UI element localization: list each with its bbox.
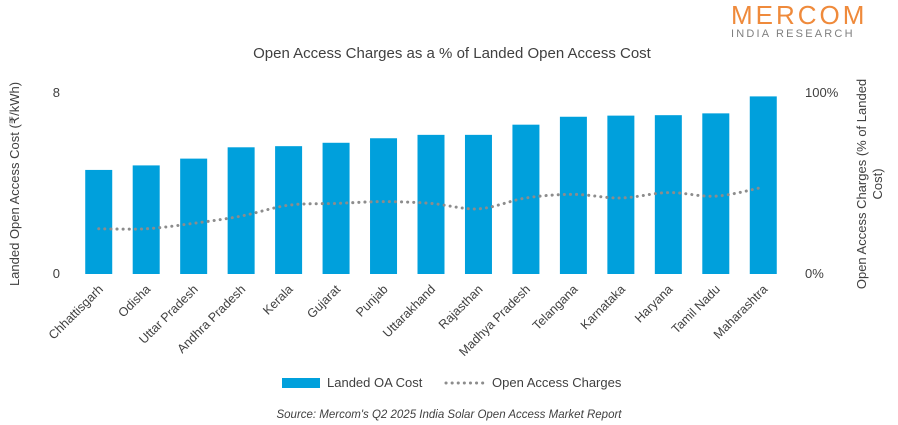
x-tick-label: Karnataka bbox=[578, 282, 628, 332]
x-tick-label: Gujarat bbox=[304, 282, 343, 321]
bar bbox=[180, 158, 208, 274]
bar bbox=[227, 147, 255, 274]
bar bbox=[464, 134, 492, 274]
x-tick-label: Punjab bbox=[353, 282, 390, 319]
logo-tagline: INDIA RESEARCH bbox=[731, 28, 855, 40]
y-tick-label: 0 bbox=[53, 266, 60, 281]
bar bbox=[607, 115, 635, 274]
bar bbox=[275, 146, 303, 274]
x-tick-label: Kerala bbox=[260, 282, 295, 317]
bar bbox=[654, 115, 682, 274]
source-note: Source: Mercom's Q2 2025 India Solar Ope… bbox=[276, 409, 622, 421]
bar bbox=[749, 96, 777, 274]
y2-tick-label: 0% bbox=[805, 266, 824, 281]
x-tick-label: Telangana bbox=[530, 282, 581, 333]
bar bbox=[702, 113, 730, 274]
logo-wordmark: MERCOM bbox=[731, 0, 868, 30]
bar bbox=[370, 138, 398, 274]
bar bbox=[132, 165, 160, 274]
y-axis-title: Landed Open Access Cost (₹/kWh) bbox=[7, 82, 22, 286]
legend-swatch-bar bbox=[282, 378, 320, 388]
x-tick-label: Chhattisgarh bbox=[46, 282, 106, 342]
x-tick-label: Odisha bbox=[115, 282, 153, 320]
bar bbox=[322, 142, 350, 274]
x-tick-label: Haryana bbox=[632, 282, 675, 325]
legend-label: Landed OA Cost bbox=[327, 375, 423, 390]
legend-label: Open Access Charges bbox=[492, 375, 622, 390]
bar bbox=[85, 169, 113, 274]
x-tick-label: Rajasthan bbox=[436, 282, 486, 332]
y2-axis-title-line-2: Cost) bbox=[870, 168, 885, 199]
y2-axis-title-line-1: Open Access Charges (% of Landed bbox=[854, 79, 869, 289]
y2-tick-label: 100% bbox=[805, 85, 839, 100]
chart-title: Open Access Charges as a % of Landed Ope… bbox=[253, 45, 652, 62]
y-tick-label: 8 bbox=[53, 85, 60, 100]
